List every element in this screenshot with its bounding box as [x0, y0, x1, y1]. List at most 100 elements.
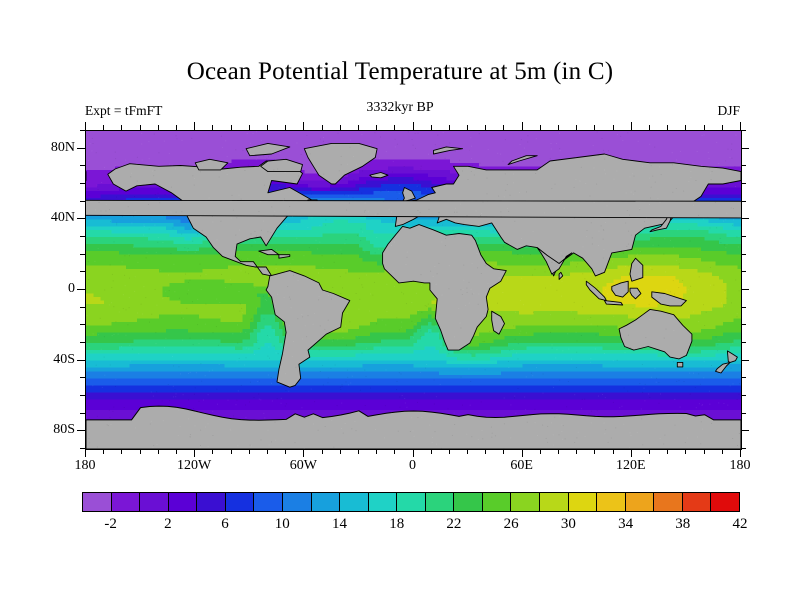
x-tick — [158, 449, 159, 454]
colorbar-segment — [569, 493, 598, 511]
colorbar-tick-label: 26 — [504, 516, 519, 533]
y-tick-right — [741, 377, 746, 378]
x-tick-top — [176, 125, 177, 130]
x-tick-top — [212, 125, 213, 130]
x-tick-top — [740, 122, 741, 130]
colorbar-segment — [397, 493, 426, 511]
x-tick — [322, 449, 323, 454]
x-tick — [631, 449, 632, 457]
x-tick — [285, 449, 286, 454]
x-tick-top — [613, 125, 614, 130]
y-tick-right — [741, 395, 746, 396]
colorbar-tick-label: 34 — [618, 516, 633, 533]
y-tick-right — [741, 342, 746, 343]
x-tick-top — [85, 122, 86, 130]
season-label: DJF — [717, 103, 740, 119]
colorbar-tick-label: 30 — [561, 516, 576, 533]
colorbar-tick-label: 22 — [446, 516, 461, 533]
y-tick-right — [741, 183, 746, 184]
y-tick-right — [741, 413, 746, 414]
x-tick-top — [594, 125, 595, 130]
x-tick — [303, 449, 304, 457]
x-tick — [376, 449, 377, 454]
x-tick — [394, 449, 395, 454]
y-tick-right — [741, 448, 746, 449]
x-tick — [722, 449, 723, 454]
temperature-map — [86, 131, 741, 449]
x-tick — [358, 449, 359, 454]
x-axis-tick-label: 180 — [75, 458, 96, 474]
x-tick — [704, 449, 705, 454]
x-tick — [140, 449, 141, 454]
x-tick — [103, 449, 104, 454]
y-tick — [80, 236, 85, 237]
colorbar-segment — [483, 493, 512, 511]
colorbar-segment — [140, 493, 169, 511]
x-axis-tick-label: 120E — [616, 458, 646, 474]
x-tick-top — [413, 122, 414, 130]
x-tick-top — [467, 125, 468, 130]
x-tick-top — [503, 125, 504, 130]
y-tick-right — [741, 289, 749, 290]
y-tick — [80, 183, 85, 184]
y-tick-right — [741, 360, 749, 361]
y-tick — [80, 324, 85, 325]
y-tick — [80, 342, 85, 343]
x-tick — [194, 449, 195, 457]
y-tick — [80, 165, 85, 166]
x-tick-top — [722, 125, 723, 130]
colorbar-segment — [312, 493, 341, 511]
page-title: Ocean Potential Temperature at 5m (in C) — [0, 58, 800, 86]
y-tick-right — [741, 307, 746, 308]
y-tick — [77, 289, 85, 290]
colorbar-tick-label: 38 — [675, 516, 690, 533]
y-tick-right — [741, 130, 746, 131]
y-tick — [80, 413, 85, 414]
x-tick-top — [540, 125, 541, 130]
colorbar-segment — [454, 493, 483, 511]
y-tick — [77, 218, 85, 219]
y-axis-tick-label: 0 — [37, 281, 75, 297]
x-tick-top — [667, 125, 668, 130]
x-tick — [212, 449, 213, 454]
landmass-tasmania — [677, 362, 683, 367]
x-tick — [485, 449, 486, 454]
x-tick — [740, 449, 741, 457]
colorbar-tick-label: 6 — [221, 516, 229, 533]
x-tick — [540, 449, 541, 454]
x-tick-top — [103, 125, 104, 130]
x-tick — [522, 449, 523, 457]
colorbar-segment — [369, 493, 398, 511]
x-tick — [267, 449, 268, 454]
y-tick — [80, 271, 85, 272]
x-tick — [176, 449, 177, 454]
x-tick — [558, 449, 559, 454]
x-tick-top — [704, 125, 705, 130]
colorbar-segment — [197, 493, 226, 511]
x-axis-tick-label: 60W — [290, 458, 317, 474]
x-axis-tick-label: 60E — [510, 458, 533, 474]
x-tick — [649, 449, 650, 454]
y-tick — [77, 148, 85, 149]
x-tick-top — [340, 125, 341, 130]
x-tick — [121, 449, 122, 454]
x-tick — [467, 449, 468, 454]
x-tick-top — [649, 125, 650, 130]
colorbar-segment — [597, 493, 626, 511]
colorbar-segment — [226, 493, 255, 511]
colorbar-tick-label: 2 — [164, 516, 172, 533]
x-tick-top — [121, 125, 122, 130]
y-tick — [77, 430, 85, 431]
x-axis-tick-label: 0 — [409, 458, 416, 474]
y-tick-right — [741, 254, 746, 255]
x-axis-tick-label: 120W — [177, 458, 211, 474]
x-tick — [594, 449, 595, 454]
x-tick-top — [358, 125, 359, 130]
y-tick-right — [741, 324, 746, 325]
x-tick — [449, 449, 450, 454]
x-tick — [667, 449, 668, 454]
colorbar-segment — [283, 493, 312, 511]
x-tick — [503, 449, 504, 454]
time-period-label: 3332kyr BP — [0, 100, 800, 116]
colorbar-segment — [83, 493, 112, 511]
